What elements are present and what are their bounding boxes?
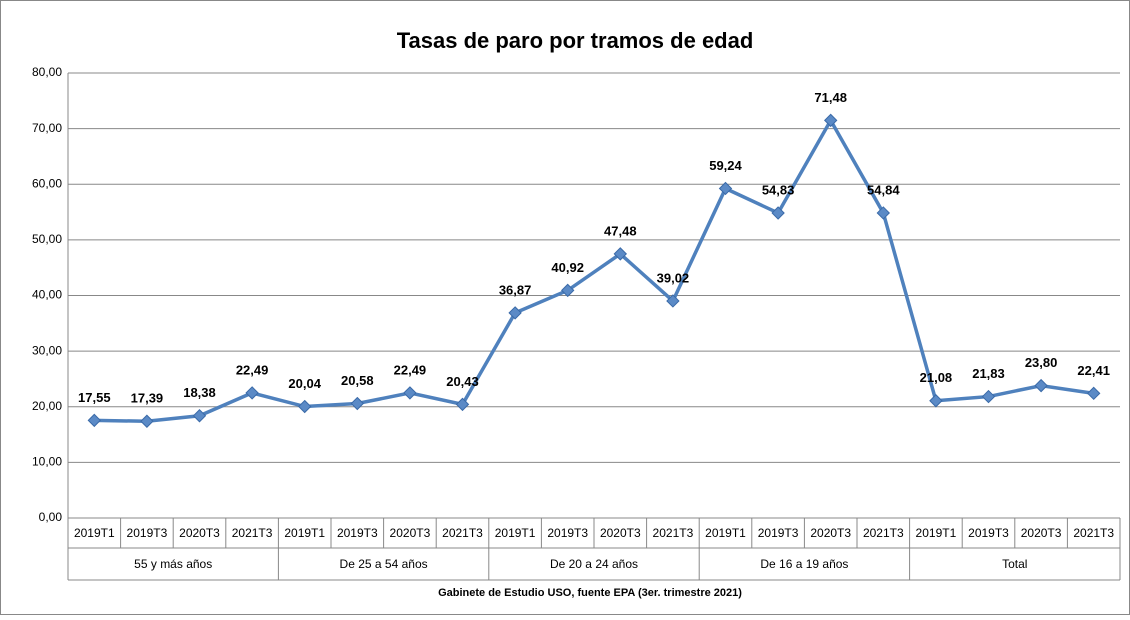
x-tick-label: 2019T1: [495, 526, 536, 540]
data-marker: [718, 181, 733, 196]
group-label: De 16 a 19 años: [760, 557, 848, 571]
data-marker: [823, 113, 838, 128]
data-marker: [297, 399, 312, 414]
x-tick-label: 2019T3: [127, 526, 168, 540]
x-tick-label: 2019T3: [547, 526, 588, 540]
y-tick-label: 30,00: [32, 343, 62, 357]
data-marker: [192, 409, 207, 423]
data-marker: [929, 394, 943, 408]
x-tick-label: 2019T1: [284, 526, 325, 540]
data-marker: [560, 283, 575, 298]
data-label: 54,84: [867, 182, 900, 197]
x-tick-label: 2019T3: [968, 526, 1009, 540]
data-marker: [508, 306, 522, 320]
x-tick-label: 2019T1: [74, 526, 115, 540]
data-marker: [87, 413, 102, 428]
group-label: 55 y más años: [134, 557, 212, 571]
y-tick-label: 40,00: [32, 288, 62, 302]
group-label: De 25 a 54 años: [340, 557, 428, 571]
data-marker: [876, 206, 891, 220]
data-marker: [613, 247, 628, 261]
data-label: 21,83: [972, 366, 1005, 381]
data-label: 17,55: [78, 390, 111, 405]
x-tick-label: 2020T3: [810, 526, 851, 540]
x-tick-label: 2021T3: [442, 526, 483, 540]
data-marker: [140, 414, 154, 428]
data-label: 22,49: [394, 362, 427, 377]
data-label: 71,48: [814, 90, 847, 105]
y-tick-label: 60,00: [32, 176, 62, 190]
x-tick-label: 2020T3: [390, 526, 431, 540]
data-label: 36,87: [499, 282, 532, 297]
y-tick-label: 70,00: [32, 121, 62, 135]
data-label: 47,48: [604, 223, 637, 238]
data-label: 18,38: [183, 385, 216, 400]
data-marker: [245, 386, 259, 400]
y-tick-label: 20,00: [32, 399, 62, 413]
data-label: 54,83: [762, 182, 795, 197]
data-label: 22,41: [1077, 363, 1110, 378]
data-marker: [403, 386, 417, 400]
x-tick-label: 2021T3: [232, 526, 273, 540]
data-label: 20,04: [288, 376, 321, 391]
data-label: 23,80: [1025, 355, 1058, 370]
data-label: 20,43: [446, 374, 479, 389]
data-marker: [455, 397, 470, 412]
x-tick-label: 2021T3: [653, 526, 694, 540]
group-label: De 20 a 24 años: [550, 557, 638, 571]
x-tick-label: 2021T3: [863, 526, 904, 540]
x-tick-label: 2020T3: [179, 526, 220, 540]
data-marker: [981, 389, 996, 404]
data-line: [94, 116, 1094, 424]
x-tick-label: 2020T3: [1021, 526, 1062, 540]
data-marker: [350, 396, 365, 411]
x-tick-label: 2021T3: [1073, 526, 1114, 540]
x-tick-label: 2019T1: [705, 526, 746, 540]
group-label: Total: [1002, 557, 1027, 571]
data-marker: [666, 294, 680, 308]
data-label: 22,49: [236, 362, 269, 377]
data-label: 40,92: [551, 260, 584, 275]
data-label: 17,39: [131, 391, 164, 406]
x-tick-label: 2019T3: [758, 526, 799, 540]
data-marker: [1034, 378, 1048, 393]
chart-title: Tasas de paro por tramos de edad: [397, 28, 754, 53]
data-label: 21,08: [920, 370, 953, 385]
data-label: 39,02: [657, 270, 690, 285]
x-tick-label: 2019T3: [337, 526, 378, 540]
x-axis-title: Gabinete de Estudio USO, fuente EPA (3er…: [438, 587, 742, 599]
y-tick-label: 80,00: [32, 65, 62, 79]
y-tick-label: 0,00: [39, 510, 63, 524]
y-tick-label: 50,00: [32, 232, 62, 246]
x-tick-label: 2019T1: [916, 526, 957, 540]
data-label: 20,58: [341, 373, 374, 388]
data-label: 59,24: [709, 158, 742, 173]
data-marker: [1086, 386, 1101, 401]
x-tick-label: 2020T3: [600, 526, 641, 540]
data-marker: [771, 206, 785, 220]
y-tick-label: 10,00: [32, 455, 62, 469]
